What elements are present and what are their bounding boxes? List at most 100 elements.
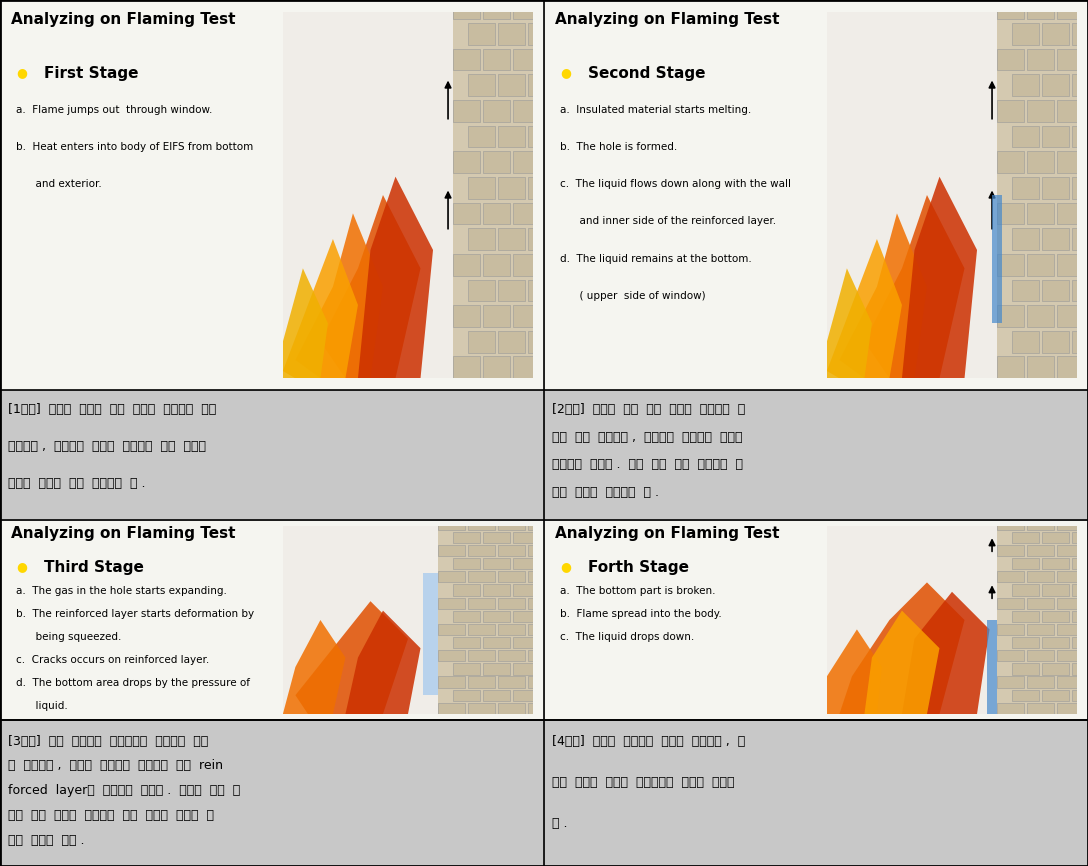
Bar bbox=[1058, 100, 1084, 122]
Bar bbox=[483, 532, 510, 543]
Bar bbox=[453, 689, 480, 701]
Polygon shape bbox=[827, 268, 871, 378]
Bar bbox=[483, 637, 510, 648]
Text: ●: ● bbox=[16, 560, 27, 573]
Bar bbox=[453, 611, 480, 622]
Bar bbox=[997, 703, 1024, 714]
Bar bbox=[1058, 703, 1084, 714]
Bar bbox=[468, 545, 495, 556]
Bar bbox=[1042, 280, 1070, 301]
Bar bbox=[1012, 689, 1039, 701]
Bar bbox=[438, 598, 465, 609]
Bar bbox=[1027, 152, 1054, 173]
Text: b.  The reinforced layer starts deformation by: b. The reinforced layer starts deformati… bbox=[16, 609, 255, 619]
Bar bbox=[1072, 23, 1088, 45]
Text: a.  The bottom part is broken.: a. The bottom part is broken. bbox=[560, 586, 716, 596]
Bar bbox=[528, 598, 555, 609]
Bar bbox=[1027, 598, 1054, 609]
Bar bbox=[468, 650, 495, 662]
Bar bbox=[468, 519, 495, 530]
Text: b.  Flame spread into the body.: b. Flame spread into the body. bbox=[560, 609, 722, 619]
Bar bbox=[1072, 532, 1088, 543]
Polygon shape bbox=[864, 611, 939, 714]
Bar bbox=[1027, 203, 1054, 224]
Bar bbox=[453, 203, 480, 224]
Bar bbox=[468, 676, 495, 688]
Bar bbox=[997, 203, 1024, 224]
Bar bbox=[997, 526, 1077, 714]
Bar bbox=[1027, 703, 1054, 714]
Polygon shape bbox=[827, 239, 902, 378]
Bar bbox=[453, 12, 533, 378]
Bar bbox=[514, 532, 540, 543]
Bar bbox=[1012, 637, 1039, 648]
Bar bbox=[498, 177, 526, 198]
Bar bbox=[997, 357, 1024, 378]
Bar bbox=[1058, 624, 1084, 635]
Text: d.  The liquid remains at the bottom.: d. The liquid remains at the bottom. bbox=[560, 254, 752, 263]
Bar bbox=[1027, 572, 1054, 583]
Bar bbox=[1012, 585, 1039, 596]
Bar bbox=[1058, 598, 1084, 609]
Polygon shape bbox=[296, 601, 408, 714]
Text: a.  The gas in the hole starts expanding.: a. The gas in the hole starts expanding. bbox=[16, 586, 227, 596]
Polygon shape bbox=[283, 239, 358, 378]
Bar bbox=[1042, 331, 1070, 352]
Text: and inner side of the reinforced layer.: and inner side of the reinforced layer. bbox=[560, 216, 777, 226]
Polygon shape bbox=[902, 591, 990, 714]
Text: liquid.: liquid. bbox=[16, 701, 69, 711]
Bar bbox=[1027, 545, 1054, 556]
Bar bbox=[1012, 532, 1039, 543]
Bar bbox=[1072, 331, 1088, 352]
Bar bbox=[498, 331, 526, 352]
Bar bbox=[438, 676, 465, 688]
Bar bbox=[453, 357, 480, 378]
Bar bbox=[528, 331, 555, 352]
Bar bbox=[1072, 228, 1088, 250]
Bar bbox=[483, 689, 510, 701]
Text: 중공층이  생성됨 .  열에  의해  녹은  단열재의  액: 중공층이 생성됨 . 열에 의해 녹은 단열재의 액 bbox=[552, 458, 743, 471]
Text: d.  The bottom area drops by the pressure of: d. The bottom area drops by the pressure… bbox=[16, 678, 250, 688]
Bar bbox=[528, 228, 555, 250]
Text: forced  layer가  붕괴되기  시작함 .  자재가  녹고  바: forced layer가 붕괴되기 시작함 . 자재가 녹고 바 bbox=[9, 785, 240, 798]
Bar bbox=[483, 100, 510, 122]
Bar bbox=[514, 637, 540, 648]
Bar bbox=[528, 280, 555, 301]
Bar bbox=[498, 74, 526, 96]
Bar bbox=[1042, 663, 1070, 675]
Text: 시스템  내부로  열이  침투하게  됨 .: 시스템 내부로 열이 침투하게 됨 . bbox=[9, 476, 146, 489]
Bar bbox=[1058, 650, 1084, 662]
Bar bbox=[498, 280, 526, 301]
Polygon shape bbox=[358, 177, 433, 378]
Text: [1단계]  화염은  창문을  통해  외부로  흘러나와  수직: [1단계] 화염은 창문을 통해 외부로 흘러나와 수직 bbox=[9, 403, 217, 416]
Text: Second Stage: Second Stage bbox=[588, 67, 705, 81]
Text: c.  The liquid drops down.: c. The liquid drops down. bbox=[560, 632, 694, 642]
Bar bbox=[1058, 545, 1084, 556]
Text: [3단계]  내부  중공층에  유독가스가  확장하며  압력: [3단계] 내부 중공층에 유독가스가 확장하며 압력 bbox=[9, 734, 209, 747]
Text: e.  Some liquid overflows.: e. Some liquid overflows. bbox=[16, 724, 151, 734]
Bar bbox=[468, 74, 495, 96]
Bar bbox=[514, 689, 540, 701]
Text: ●: ● bbox=[16, 67, 27, 80]
Bar bbox=[453, 152, 480, 173]
Bar bbox=[1072, 689, 1088, 701]
Bar bbox=[1042, 585, 1070, 596]
Bar bbox=[483, 611, 510, 622]
Text: 됨 .: 됨 . bbox=[552, 818, 568, 830]
Bar bbox=[1027, 357, 1054, 378]
Bar bbox=[528, 572, 555, 583]
Polygon shape bbox=[840, 583, 964, 714]
Text: ●: ● bbox=[560, 560, 571, 573]
Bar bbox=[468, 598, 495, 609]
Bar bbox=[468, 280, 495, 301]
Bar bbox=[514, 100, 540, 122]
Bar bbox=[498, 598, 526, 609]
Bar bbox=[514, 48, 540, 70]
Bar bbox=[514, 585, 540, 596]
Bar bbox=[438, 650, 465, 662]
Bar bbox=[1058, 254, 1084, 275]
Bar bbox=[997, 572, 1024, 583]
Bar bbox=[997, 152, 1024, 173]
Text: ( upper  side of window): ( upper side of window) bbox=[560, 291, 706, 301]
Bar bbox=[1027, 305, 1054, 327]
